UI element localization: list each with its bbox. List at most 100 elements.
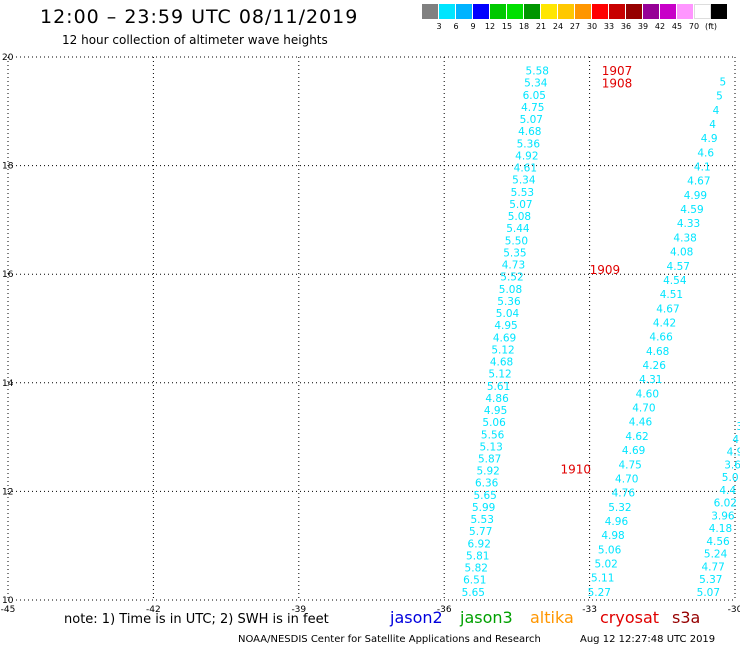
swh-value-track-a: 5.81 bbox=[466, 550, 489, 562]
swh-value-track-a: 5.12 bbox=[491, 344, 514, 356]
swh-value-track-b: 5.06 bbox=[598, 544, 622, 556]
swh-value-track-b: 4.42 bbox=[653, 317, 676, 329]
swh-value-track-a: 4.92 bbox=[515, 150, 538, 162]
swh-value-track-b: 4.70 bbox=[632, 403, 655, 415]
swh-value-track-a: 4.68 bbox=[518, 126, 541, 138]
y-tick-label: 10 bbox=[2, 596, 14, 606]
swh-value-track-a: 5.36 bbox=[517, 138, 541, 150]
y-tick-label: 20 bbox=[2, 53, 14, 63]
swh-value-track-b: 4.08 bbox=[670, 247, 693, 259]
y-tick-label: 18 bbox=[2, 162, 14, 172]
swh-value-track-a: 5.61 bbox=[487, 381, 510, 393]
swh-value-track-a: 4.68 bbox=[490, 357, 513, 369]
swh-value-track-a: 5.07 bbox=[520, 114, 543, 126]
swh-value-track-a: 5.99 bbox=[472, 502, 495, 514]
mission-s3a: s3a bbox=[672, 608, 701, 627]
legend-swatch bbox=[524, 4, 541, 19]
legend-swatch bbox=[643, 4, 660, 19]
mission-cryosat: cryosat bbox=[600, 608, 660, 627]
swh-value-track-a: 5.53 bbox=[511, 187, 534, 199]
swh-value-track-b: 5.11 bbox=[591, 573, 614, 585]
swh-value-track-a: 5.92 bbox=[476, 466, 499, 478]
swh-value-track-b: 4.1 bbox=[694, 162, 711, 174]
swh-value-track-a: 5.65 bbox=[462, 587, 485, 599]
legend-swatch bbox=[575, 4, 592, 19]
swh-value-track-b: 4.68 bbox=[646, 346, 669, 358]
swh-value-track-b: 4.96 bbox=[605, 516, 629, 528]
swh-value-track-a: 6.51 bbox=[463, 575, 486, 587]
swh-value-track-a: 5.34 bbox=[512, 175, 536, 187]
swh-value-track-a: 5.82 bbox=[465, 563, 488, 575]
swh-value-track-b: 4.70 bbox=[615, 473, 638, 485]
y-tick-label: 14 bbox=[2, 379, 14, 389]
legend-label: 39 bbox=[637, 22, 649, 31]
swh-value-track-a: 5.56 bbox=[481, 429, 505, 441]
swh-value-track-a: 5.53 bbox=[471, 514, 494, 526]
legend-swatch bbox=[711, 4, 728, 19]
swh-value-track-c: 4.18 bbox=[709, 523, 732, 535]
legend-label: 27 bbox=[569, 22, 581, 31]
swh-value-track-b: 4.60 bbox=[636, 388, 659, 400]
pass-time-label: 1910 bbox=[561, 463, 592, 477]
swh-value-track-a: 6.92 bbox=[468, 538, 491, 550]
swh-value-track-a: 5.87 bbox=[478, 454, 501, 466]
swh-value-track-a: 6.36 bbox=[475, 478, 499, 490]
legend-swatch bbox=[660, 4, 677, 19]
legend-swatch bbox=[694, 4, 711, 19]
swh-value-track-b: 4.66 bbox=[649, 332, 673, 344]
swh-value-track-b: 5.27 bbox=[588, 587, 611, 599]
swh-value-track-b: 4.57 bbox=[667, 261, 690, 273]
swh-value-track-a: 5.65 bbox=[473, 490, 496, 502]
swh-value-track-a: 4.95 bbox=[484, 405, 507, 417]
legend-label: 9 bbox=[470, 22, 476, 31]
swh-value-track-b: 4.46 bbox=[629, 417, 653, 429]
legend-label: 6 bbox=[453, 22, 459, 31]
y-tick-label: 12 bbox=[2, 487, 13, 497]
swh-value-track-c: 3 bbox=[737, 421, 740, 433]
swh-value-track-b: 4.75 bbox=[618, 459, 641, 471]
swh-value-track-a: 5.52 bbox=[500, 272, 523, 284]
x-tick-label: -30 bbox=[728, 605, 740, 615]
swh-value-track-b: 4.69 bbox=[622, 445, 645, 457]
swh-value-track-b: 4.67 bbox=[656, 303, 679, 315]
legend-swatch bbox=[490, 4, 507, 19]
swh-value-track-a: 5.35 bbox=[503, 247, 526, 259]
x-tick-label: -36 bbox=[437, 605, 452, 615]
legend-swatch bbox=[677, 4, 694, 19]
swh-value-track-b: 4.38 bbox=[673, 232, 696, 244]
swh-value-track-b: 5.02 bbox=[594, 558, 617, 570]
pass-time-label: 1907 bbox=[602, 64, 633, 78]
legend-label: 45 bbox=[671, 22, 683, 31]
swh-value-track-b: 5 bbox=[720, 76, 727, 88]
swh-value-track-c: 4.9 bbox=[727, 447, 740, 459]
legend-label: 30 bbox=[586, 22, 598, 31]
swh-value-track-c: 6.02 bbox=[714, 498, 737, 510]
swh-value-track-a: 5.50 bbox=[505, 235, 528, 247]
swh-value-track-c: 5.0 bbox=[722, 472, 739, 484]
legend-label: 12 bbox=[484, 22, 496, 31]
swh-value-track-c: 3.96 bbox=[711, 510, 735, 522]
mission-jason3: jason3 bbox=[460, 608, 513, 627]
swh-value-track-b: 4.51 bbox=[660, 289, 683, 301]
legend-label: 33 bbox=[603, 22, 615, 31]
swh-value-track-a: 5.07 bbox=[509, 199, 532, 211]
swh-value-track-a: 4.69 bbox=[493, 332, 516, 344]
swh-value-track-b: 4.76 bbox=[612, 488, 636, 500]
legend-label: 36 bbox=[620, 22, 632, 31]
swh-value-track-a: 6.05 bbox=[523, 90, 546, 102]
swh-value-track-b: 4.98 bbox=[601, 530, 624, 542]
swh-value-track-b: 4.99 bbox=[684, 190, 707, 202]
legend-swatch bbox=[609, 4, 626, 19]
swh-value-track-b: 4.67 bbox=[687, 176, 710, 188]
swh-value-track-a: 5.34 bbox=[524, 78, 548, 90]
page-title: 12:00 – 23:59 UTC 08/11/2019 bbox=[40, 6, 359, 28]
legend-swatch bbox=[422, 4, 439, 19]
swh-value-track-c: 5.07 bbox=[697, 587, 720, 599]
swh-value-track-c: 4.77 bbox=[701, 561, 724, 573]
generation-timestamp: Aug 12 12:27:48 UTC 2019 bbox=[580, 634, 716, 645]
legend-label: 18 bbox=[518, 22, 530, 31]
swh-value-track-c: 3.6 bbox=[724, 459, 740, 471]
swh-value-track-a: 5.06 bbox=[482, 417, 506, 429]
x-tick-label: -45 bbox=[1, 605, 16, 615]
